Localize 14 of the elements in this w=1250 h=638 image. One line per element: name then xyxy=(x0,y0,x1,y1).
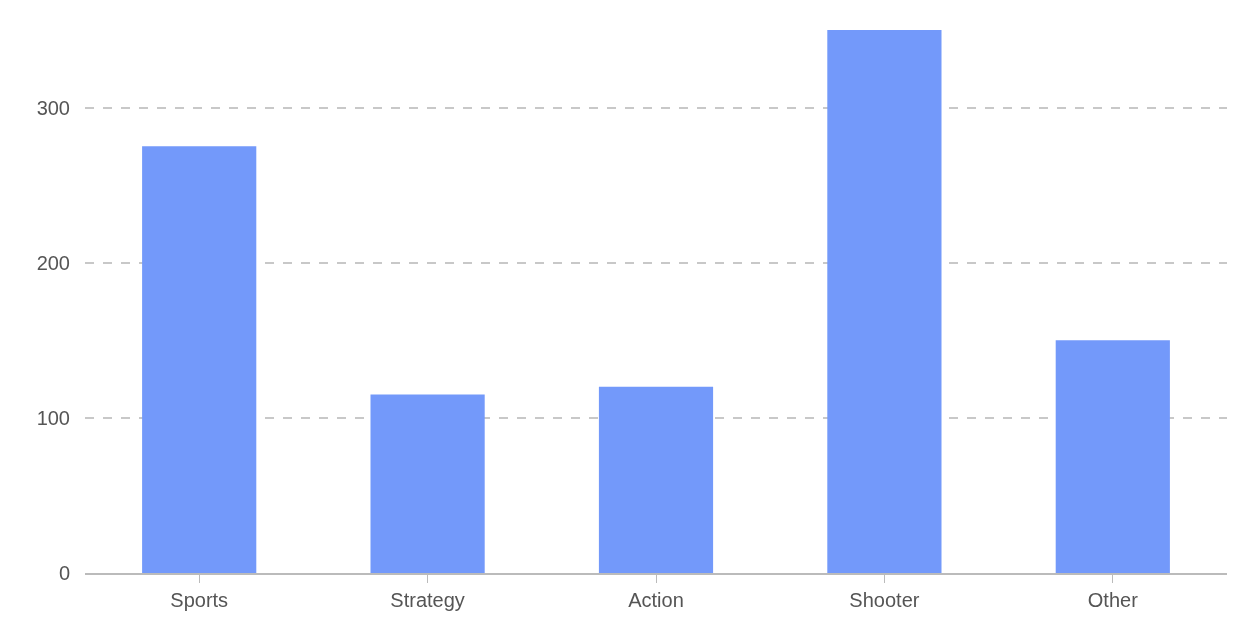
bar xyxy=(827,30,942,573)
bar xyxy=(1055,340,1170,573)
bar xyxy=(142,146,257,573)
x-tick-label: Other xyxy=(1087,588,1139,611)
y-tick-label: 0 xyxy=(58,562,70,584)
bar xyxy=(370,394,485,573)
x-tick-label: Sports xyxy=(170,588,229,611)
y-tick-label: 300 xyxy=(36,96,70,119)
bar xyxy=(598,386,714,573)
y-tick-label: 100 xyxy=(36,406,70,429)
x-tick-label: Action xyxy=(628,588,684,611)
x-tick-label: Strategy xyxy=(390,588,465,611)
x-tick-label: Shooter xyxy=(849,588,920,611)
y-tick-label: 200 xyxy=(36,251,70,274)
